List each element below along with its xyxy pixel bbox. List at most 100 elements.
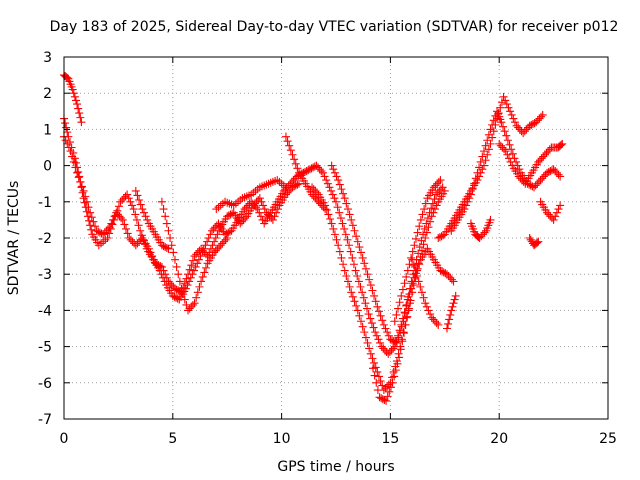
data-point [322,176,331,185]
data-point [414,277,423,286]
data-point [348,221,357,230]
data-point [391,338,400,347]
data-point [218,239,227,248]
data-point [255,194,264,203]
data-point [221,235,230,244]
data-point [539,152,548,161]
data-point [350,297,359,306]
data-point [470,179,479,188]
data-point [236,219,245,228]
data-point [314,197,323,206]
data-point [353,306,362,315]
data-point [475,234,484,242]
data-point [168,291,177,300]
data-point [309,185,318,194]
data-point [449,277,458,286]
data-point [103,234,112,242]
data-point [551,212,560,221]
data-point [389,344,398,353]
data-point [368,354,377,363]
data-point [211,234,220,242]
data-point [429,208,438,217]
data-point [396,345,405,354]
data-point [138,205,147,214]
data-point [361,299,370,308]
data-point [417,246,426,255]
series-track-17 [495,139,567,188]
data-point [479,147,488,156]
data-point [311,194,320,203]
data-point [463,197,472,206]
data-point [213,230,222,239]
y-tick-label: -3 [38,267,52,283]
data-point [340,194,349,203]
data-point [398,337,407,346]
data-point [104,224,113,233]
data-point [257,197,266,206]
data-point [437,232,446,241]
data-point [525,121,534,130]
data-point [329,165,338,174]
series-track-4 [157,197,232,315]
data-point [389,337,398,346]
y-tick-label: 0 [43,159,52,175]
x-tick-label: 25 [599,431,617,447]
data-point [363,338,372,347]
data-point [558,139,567,148]
data-point [433,188,442,197]
data-point [370,358,379,367]
data-point [166,234,175,242]
data-point [330,230,339,239]
data-point [502,100,511,109]
data-point [340,224,349,233]
data-point [87,213,96,222]
data-point [310,162,319,171]
data-point [198,272,207,281]
data-point [478,152,487,161]
data-point [516,174,525,183]
data-point [201,241,210,250]
series-track-6 [212,176,290,214]
y-tick-label: -5 [38,340,52,356]
data-point [503,150,512,159]
data-point [212,221,221,230]
data-point [180,279,189,288]
data-point [187,302,196,311]
data-point [154,261,163,270]
data-point [397,322,406,331]
data-point [79,186,88,195]
data-point [371,328,380,337]
data-point [382,396,391,405]
data-point [144,244,153,253]
data-point [471,174,480,183]
data-point [522,125,531,134]
data-point [436,176,445,185]
data-point [433,179,442,188]
data-point [385,387,394,396]
data-point [254,195,263,204]
data-point [315,165,324,174]
data-point [343,235,352,244]
data-point [442,324,451,333]
data-point [184,306,193,315]
data-point [552,168,561,177]
data-point [401,320,410,329]
data-point [291,159,300,168]
data-point [421,299,430,308]
data-point [197,244,206,253]
data-point [355,311,364,320]
data-point [398,285,407,294]
data-point [497,98,506,107]
data-point [434,320,443,329]
data-point [354,277,363,286]
data-point [384,349,393,358]
data-point [169,248,178,257]
data-point [336,214,345,223]
data-point [309,192,318,201]
data-point [208,241,217,250]
data-point [84,203,93,212]
data-point [500,127,509,136]
data-point [361,333,370,342]
data-point [209,224,218,233]
data-point [404,304,413,313]
